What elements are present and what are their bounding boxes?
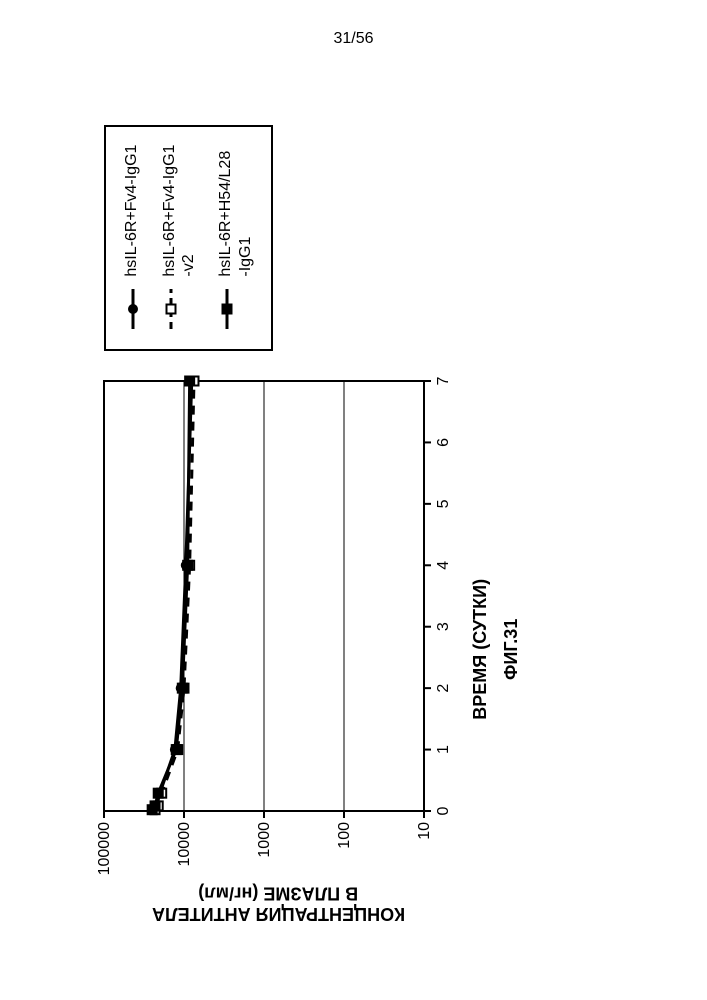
legend-label: hsIL-6R+H54/L28 -IgG1 xyxy=(216,151,254,277)
svg-text:100000: 100000 xyxy=(96,822,113,875)
y-axis-label: КОНЦЕНТРАЦИЯ АНТИТЕЛА В ПЛАЗМЕ (нг/мл) xyxy=(152,883,405,930)
x-axis-label: ВРЕМЯ (СУТКИ) xyxy=(470,579,491,720)
legend-swatch xyxy=(218,287,236,331)
page: 31/56 КОНЦЕНТРАЦИЯ АНТИТЕЛА В ПЛАЗМЕ (нг… xyxy=(0,0,707,1000)
svg-text:2: 2 xyxy=(435,683,452,692)
chart-row: КОНЦЕНТРАЦИЯ АНТИТЕЛА В ПЛАЗМЕ (нг/мл) 1… xyxy=(94,150,522,930)
svg-text:6: 6 xyxy=(435,438,452,447)
legend-swatch xyxy=(124,287,142,331)
legend-label: hsIL-6R+Fv4-IgG1 xyxy=(122,145,141,277)
plot-block: КОНЦЕНТРАЦИЯ АНТИТЕЛА В ПЛАЗМЕ (нг/мл) 1… xyxy=(94,369,522,930)
legend-entry: hsIL-6R+H54/L28 -IgG1 xyxy=(216,145,254,331)
legend-label: hsIL-6R+Fv4-IgG1 -v2 xyxy=(160,145,198,277)
svg-text:5: 5 xyxy=(435,499,452,508)
svg-text:1: 1 xyxy=(435,745,452,754)
svg-text:0: 0 xyxy=(435,806,452,815)
legend-swatch xyxy=(162,287,180,331)
svg-text:4: 4 xyxy=(435,560,452,569)
svg-text:7: 7 xyxy=(435,376,452,385)
svg-text:10: 10 xyxy=(416,822,433,840)
legend-entry: hsIL-6R+Fv4-IgG1 -v2 xyxy=(160,145,198,331)
svg-text:10000: 10000 xyxy=(176,822,193,867)
legend: hsIL-6R+Fv4-IgG1 hsIL-6R+Fv4-IgG1 -v2 hsIL… xyxy=(104,125,273,351)
plot-with-ylabel: КОНЦЕНТРАЦИЯ АНТИТЕЛА В ПЛАЗМЕ (нг/мл) 1… xyxy=(94,369,464,930)
plot-area: 10 100 1000 10000 100000 0 1 2 3 4 5 6 7 xyxy=(94,369,464,883)
figure-caption: ФИГ.31 xyxy=(501,619,522,680)
svg-text:1000: 1000 xyxy=(256,822,273,858)
legend-entry: hsIL-6R+Fv4-IgG1 xyxy=(122,145,142,331)
svg-text:3: 3 xyxy=(435,622,452,631)
svg-text:100: 100 xyxy=(336,822,353,849)
figure-rotated: КОНЦЕНТРАЦИЯ АНТИТЕЛА В ПЛАЗМЕ (нг/мл) 1… xyxy=(94,150,614,930)
page-number: 31/56 xyxy=(0,30,707,48)
